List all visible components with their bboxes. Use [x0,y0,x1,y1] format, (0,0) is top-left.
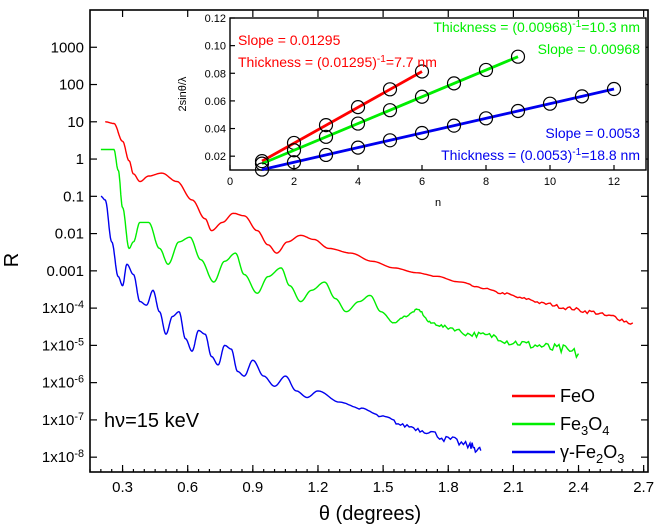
inset-y-tick-label: 0.12 [205,13,226,25]
inset-data-point [606,81,622,97]
inset-data-point [382,82,398,97]
inset-data-point [542,96,558,111]
main-plot-curves [100,121,634,454]
y-tick-label: 1x10-6 [42,374,84,392]
y-tick-label: 0.001 [46,263,84,280]
x-tick-label: 0.6 [177,479,198,496]
inset-x-tick-label: 6 [419,176,425,188]
x-tick-label: 2.7 [633,479,654,496]
legend-label: γ-Fe2O3 [560,442,624,466]
inset-data-point [510,103,526,119]
inset-x-tick-label: 8 [483,176,489,188]
inset-data-point [254,162,270,177]
inset-y-tick-label: 0.04 [205,124,226,136]
inset-y-tick-label: 0.06 [205,96,226,108]
x-tick-label: 0.3 [112,479,133,496]
inset-annotation: Slope = 0.0053 [545,125,640,141]
inset-y-tick-label: 0.02 [205,151,226,163]
x-tick-label: 0.9 [242,479,263,496]
inset-data-point [254,156,270,171]
inset-annotation: Thickness = (0.01295)-1=7.7 nm [238,54,437,70]
inset-fit-line [261,55,519,165]
inset-data-point [382,103,398,118]
inset-annotation: Thickness = (0.00968)-1=10.3 nm [433,19,640,35]
legend-label: FeO [560,386,595,406]
inset-data-point [574,89,590,104]
inset-border [229,17,647,171]
inset-fit-line [261,87,615,171]
legend: FeO Fe3O4 γ-Fe2O3 [512,386,624,466]
energy-annotation: hν=15 keV [104,410,200,432]
legend-label: Fe3O4 [560,414,609,438]
main-plot-frame [89,9,649,473]
y-tick-label: 1 [76,151,84,168]
inset-x-tick-label: 2 [291,176,297,188]
inset-data-point [382,133,398,148]
inset-x-axis-label: n [435,197,441,209]
y-tick-label: 100 [59,77,84,94]
inset-data-point [350,116,366,131]
y-tick-label: 1x10-8 [42,448,84,466]
main-y-axis-label: R [1,253,23,267]
inset-data-point [318,147,334,163]
inset-x-tick-label: 12 [608,176,620,188]
main-plot-border [89,9,649,473]
inset-data-point [510,49,526,64]
main-axis-ticks: 0.3 0.6 0.9 1.2 1.5 1.8 2.1 2.4 2.7 1x10-8 1x10-7 1… [42,10,654,496]
y-tick-label: 1000 [51,39,84,56]
inset-y-tick-label: 0.08 [205,68,226,80]
y-tick-label: 0.1 [63,188,84,205]
series-line-gamma-fe2o3 [100,195,482,454]
inset-x-tick-label: 0 [227,176,233,188]
inset-data-point [318,117,334,133]
x-tick-label: 1.5 [373,479,394,496]
x-tick-label: 2.4 [568,479,589,496]
inset-data-point [286,143,302,158]
inset-data-point [446,76,462,91]
inset-data-point [286,155,302,170]
y-tick-label: 1x10-4 [42,299,84,317]
inset-data-point [446,118,462,133]
inset-x-tick-label: 10 [544,176,556,188]
inset-data-point [350,140,366,155]
x-tick-label: 1.8 [438,479,459,496]
y-tick-label: 10 [67,114,84,131]
y-tick-label: 1x10-5 [42,336,84,354]
main-x-axis-label: θ (degrees) [319,503,421,525]
y-tick-label: 0.01 [55,226,84,243]
inset-y-axis-label: 2sinθ/λ [177,76,189,111]
inset-x-tick-label: 4 [355,176,361,188]
series-line-feo [105,121,634,325]
inset-data-point [414,125,430,141]
inset-data-point [318,129,334,144]
inset-y-tick-label: 0.10 [205,41,226,53]
inset-data-point [478,111,494,126]
x-tick-label: 1.2 [308,479,329,496]
inset-annotation: Thickness = (0.0053)-1=18.8 nm [441,147,640,163]
x-tick-label: 2.1 [503,479,524,496]
inset-data-point [414,64,430,79]
inset-data-point [478,62,494,78]
inset-annotation: Slope = 0.00968 [538,41,641,57]
inset-data-point [414,89,430,104]
series-line-fe3o4 [100,148,580,360]
inset-data-point [350,100,366,115]
inset-annotation: Slope = 0.01295 [238,32,341,48]
inset-plot: 0 2 4 6 8 10 12 0.02 0.04 0.06 0.08 0.10 0.12 n 2sinθ/… [177,13,647,209]
y-tick-label: 1x10-7 [42,411,84,429]
